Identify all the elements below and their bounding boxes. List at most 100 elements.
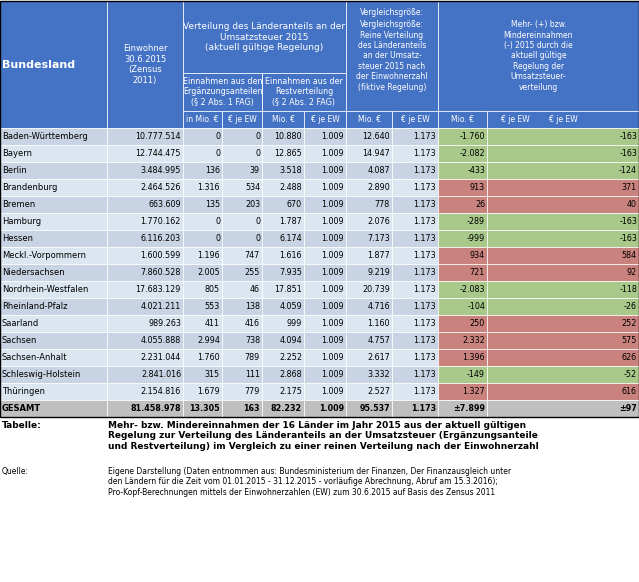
Text: 534: 534: [245, 183, 260, 192]
Bar: [222, 128, 262, 145]
Text: 3.518: 3.518: [279, 166, 302, 175]
Bar: [346, 315, 392, 332]
Text: 4.059: 4.059: [279, 302, 302, 311]
Bar: [183, 400, 222, 417]
Text: 1.009: 1.009: [321, 285, 344, 294]
Text: 1.173: 1.173: [413, 183, 436, 192]
Text: 1.173: 1.173: [413, 217, 436, 226]
Bar: [107, 213, 183, 230]
Text: 1.009: 1.009: [321, 353, 344, 362]
Text: 0: 0: [215, 217, 220, 226]
Text: 252: 252: [622, 319, 637, 328]
Text: Bayern: Bayern: [2, 149, 32, 158]
Bar: [222, 179, 262, 196]
Text: 805: 805: [205, 285, 220, 294]
Text: 203: 203: [245, 200, 260, 209]
Text: 789: 789: [245, 353, 260, 362]
Bar: [392, 298, 438, 315]
Bar: [487, 179, 639, 196]
Text: 1.760: 1.760: [197, 353, 220, 362]
Bar: [262, 400, 304, 417]
Text: 999: 999: [287, 319, 302, 328]
Text: Brandenburg: Brandenburg: [2, 183, 58, 192]
Text: 4.757: 4.757: [367, 336, 390, 345]
Text: Niedersachsen: Niedersachsen: [2, 268, 65, 277]
Bar: [262, 332, 304, 349]
Bar: [346, 264, 392, 281]
Text: 10.777.514: 10.777.514: [135, 132, 181, 141]
Text: 1.316: 1.316: [197, 183, 220, 192]
Bar: [487, 247, 639, 264]
Text: -149: -149: [467, 370, 485, 379]
Text: 4.021.211: 4.021.211: [141, 302, 181, 311]
Text: Mio. €: Mio. €: [272, 115, 295, 124]
Text: 92: 92: [627, 268, 637, 277]
Text: 575: 575: [622, 336, 637, 345]
Bar: [346, 196, 392, 213]
Bar: [487, 128, 639, 145]
Text: 2.994: 2.994: [197, 336, 220, 345]
Text: 1.173: 1.173: [413, 149, 436, 158]
Text: 2.527: 2.527: [367, 387, 390, 396]
Text: 371: 371: [622, 183, 637, 192]
Bar: [107, 1, 183, 128]
Bar: [304, 298, 346, 315]
Text: 6.174: 6.174: [279, 234, 302, 243]
Bar: [222, 383, 262, 400]
Text: Eigene Darstellung (Daten entnommen aus: Bundesministerium der Finanzen, Der Fin: Eigene Darstellung (Daten entnommen aus:…: [108, 467, 511, 497]
Text: -163: -163: [619, 132, 637, 141]
Bar: [262, 111, 304, 128]
Text: 2.231.044: 2.231.044: [141, 353, 181, 362]
Text: 135: 135: [205, 200, 220, 209]
Text: Einnahmen aus der
Restverteilung
(§ 2 Abs. 2 FAG): Einnahmen aus der Restverteilung (§ 2 Ab…: [265, 77, 343, 107]
Bar: [0, 332, 107, 349]
Text: 7.860.528: 7.860.528: [141, 268, 181, 277]
Text: 1.009: 1.009: [321, 132, 344, 141]
Bar: [487, 400, 639, 417]
Text: 1.770.162: 1.770.162: [141, 217, 181, 226]
Bar: [183, 162, 222, 179]
Text: 3.484.995: 3.484.995: [141, 166, 181, 175]
Bar: [0, 1, 639, 417]
Text: 1.009: 1.009: [321, 217, 344, 226]
Text: 1.173: 1.173: [413, 166, 436, 175]
Text: 1.173: 1.173: [413, 132, 436, 141]
Bar: [0, 315, 107, 332]
Bar: [0, 298, 107, 315]
Text: 2.154.816: 2.154.816: [141, 387, 181, 396]
Bar: [183, 111, 222, 128]
Bar: [222, 298, 262, 315]
Text: 1.173: 1.173: [413, 336, 436, 345]
Text: 2.617: 2.617: [367, 353, 390, 362]
Bar: [262, 128, 304, 145]
Bar: [262, 366, 304, 383]
Text: Mio. €: Mio. €: [357, 115, 380, 124]
Bar: [346, 230, 392, 247]
Bar: [438, 349, 487, 366]
Bar: [304, 179, 346, 196]
Bar: [438, 128, 487, 145]
Bar: [222, 230, 262, 247]
Text: -999: -999: [466, 234, 485, 243]
Bar: [392, 196, 438, 213]
Bar: [222, 145, 262, 162]
Text: 1.009: 1.009: [321, 336, 344, 345]
Bar: [487, 383, 639, 400]
Text: 26: 26: [475, 200, 485, 209]
Text: 989.263: 989.263: [148, 319, 181, 328]
Bar: [346, 332, 392, 349]
Bar: [183, 315, 222, 332]
Text: -163: -163: [619, 149, 637, 158]
Text: 10.880: 10.880: [275, 132, 302, 141]
Text: € je EW: € je EW: [227, 115, 256, 124]
Bar: [262, 162, 304, 179]
Text: 721: 721: [470, 268, 485, 277]
Text: -289: -289: [467, 217, 485, 226]
Bar: [487, 196, 639, 213]
Text: 1.173: 1.173: [413, 387, 436, 396]
Text: 1.009: 1.009: [321, 319, 344, 328]
Bar: [262, 247, 304, 264]
Bar: [107, 196, 183, 213]
Text: 12.744.475: 12.744.475: [135, 149, 181, 158]
Bar: [487, 332, 639, 349]
